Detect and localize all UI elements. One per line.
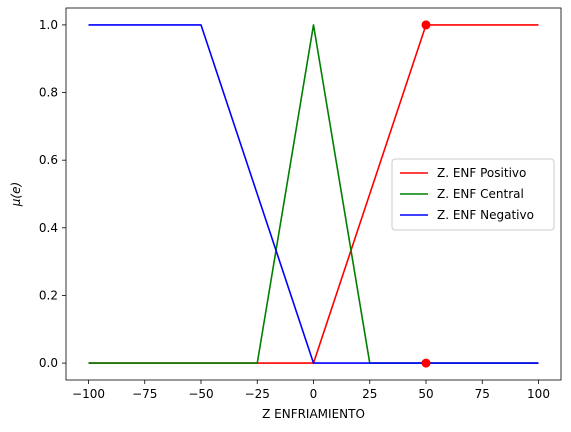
x-tick-label: −75 (132, 387, 157, 401)
point-marker-1 (422, 359, 431, 368)
point-marker-0 (422, 20, 431, 29)
y-axis-label: μ(e) (9, 182, 23, 207)
x-tick-label: 50 (418, 387, 433, 401)
y-tick-label: 0.0 (39, 356, 58, 370)
y-tick-label: 1.0 (39, 18, 58, 32)
y-tick-label: 0.6 (39, 153, 58, 167)
x-tick-label: 100 (527, 387, 550, 401)
x-axis-label: Z ENFRIAMIENTO (262, 407, 365, 421)
legend-label: Z. ENF Positivo (437, 166, 526, 180)
legend-label: Z. ENF Central (437, 187, 524, 201)
x-tick-label: −25 (245, 387, 270, 401)
x-tick-label: 0 (310, 387, 318, 401)
x-axis: −100 −75 −50 −25 0 25 50 75 100 (72, 380, 550, 401)
y-tick-label: 0.4 (39, 221, 58, 235)
y-axis: 0.0 0.2 0.4 0.6 0.8 1.0 (39, 18, 66, 370)
legend: Z. ENF Positivo Z. ENF Central Z. ENF Nega… (392, 159, 554, 230)
x-tick-label: 75 (475, 387, 490, 401)
x-tick-label: −100 (72, 387, 105, 401)
x-tick-label: 25 (362, 387, 377, 401)
y-tick-label: 0.2 (39, 288, 58, 302)
legend-label: Z. ENF Negativo (437, 208, 534, 222)
x-tick-label: −50 (188, 387, 213, 401)
y-tick-label: 0.8 (39, 86, 58, 100)
